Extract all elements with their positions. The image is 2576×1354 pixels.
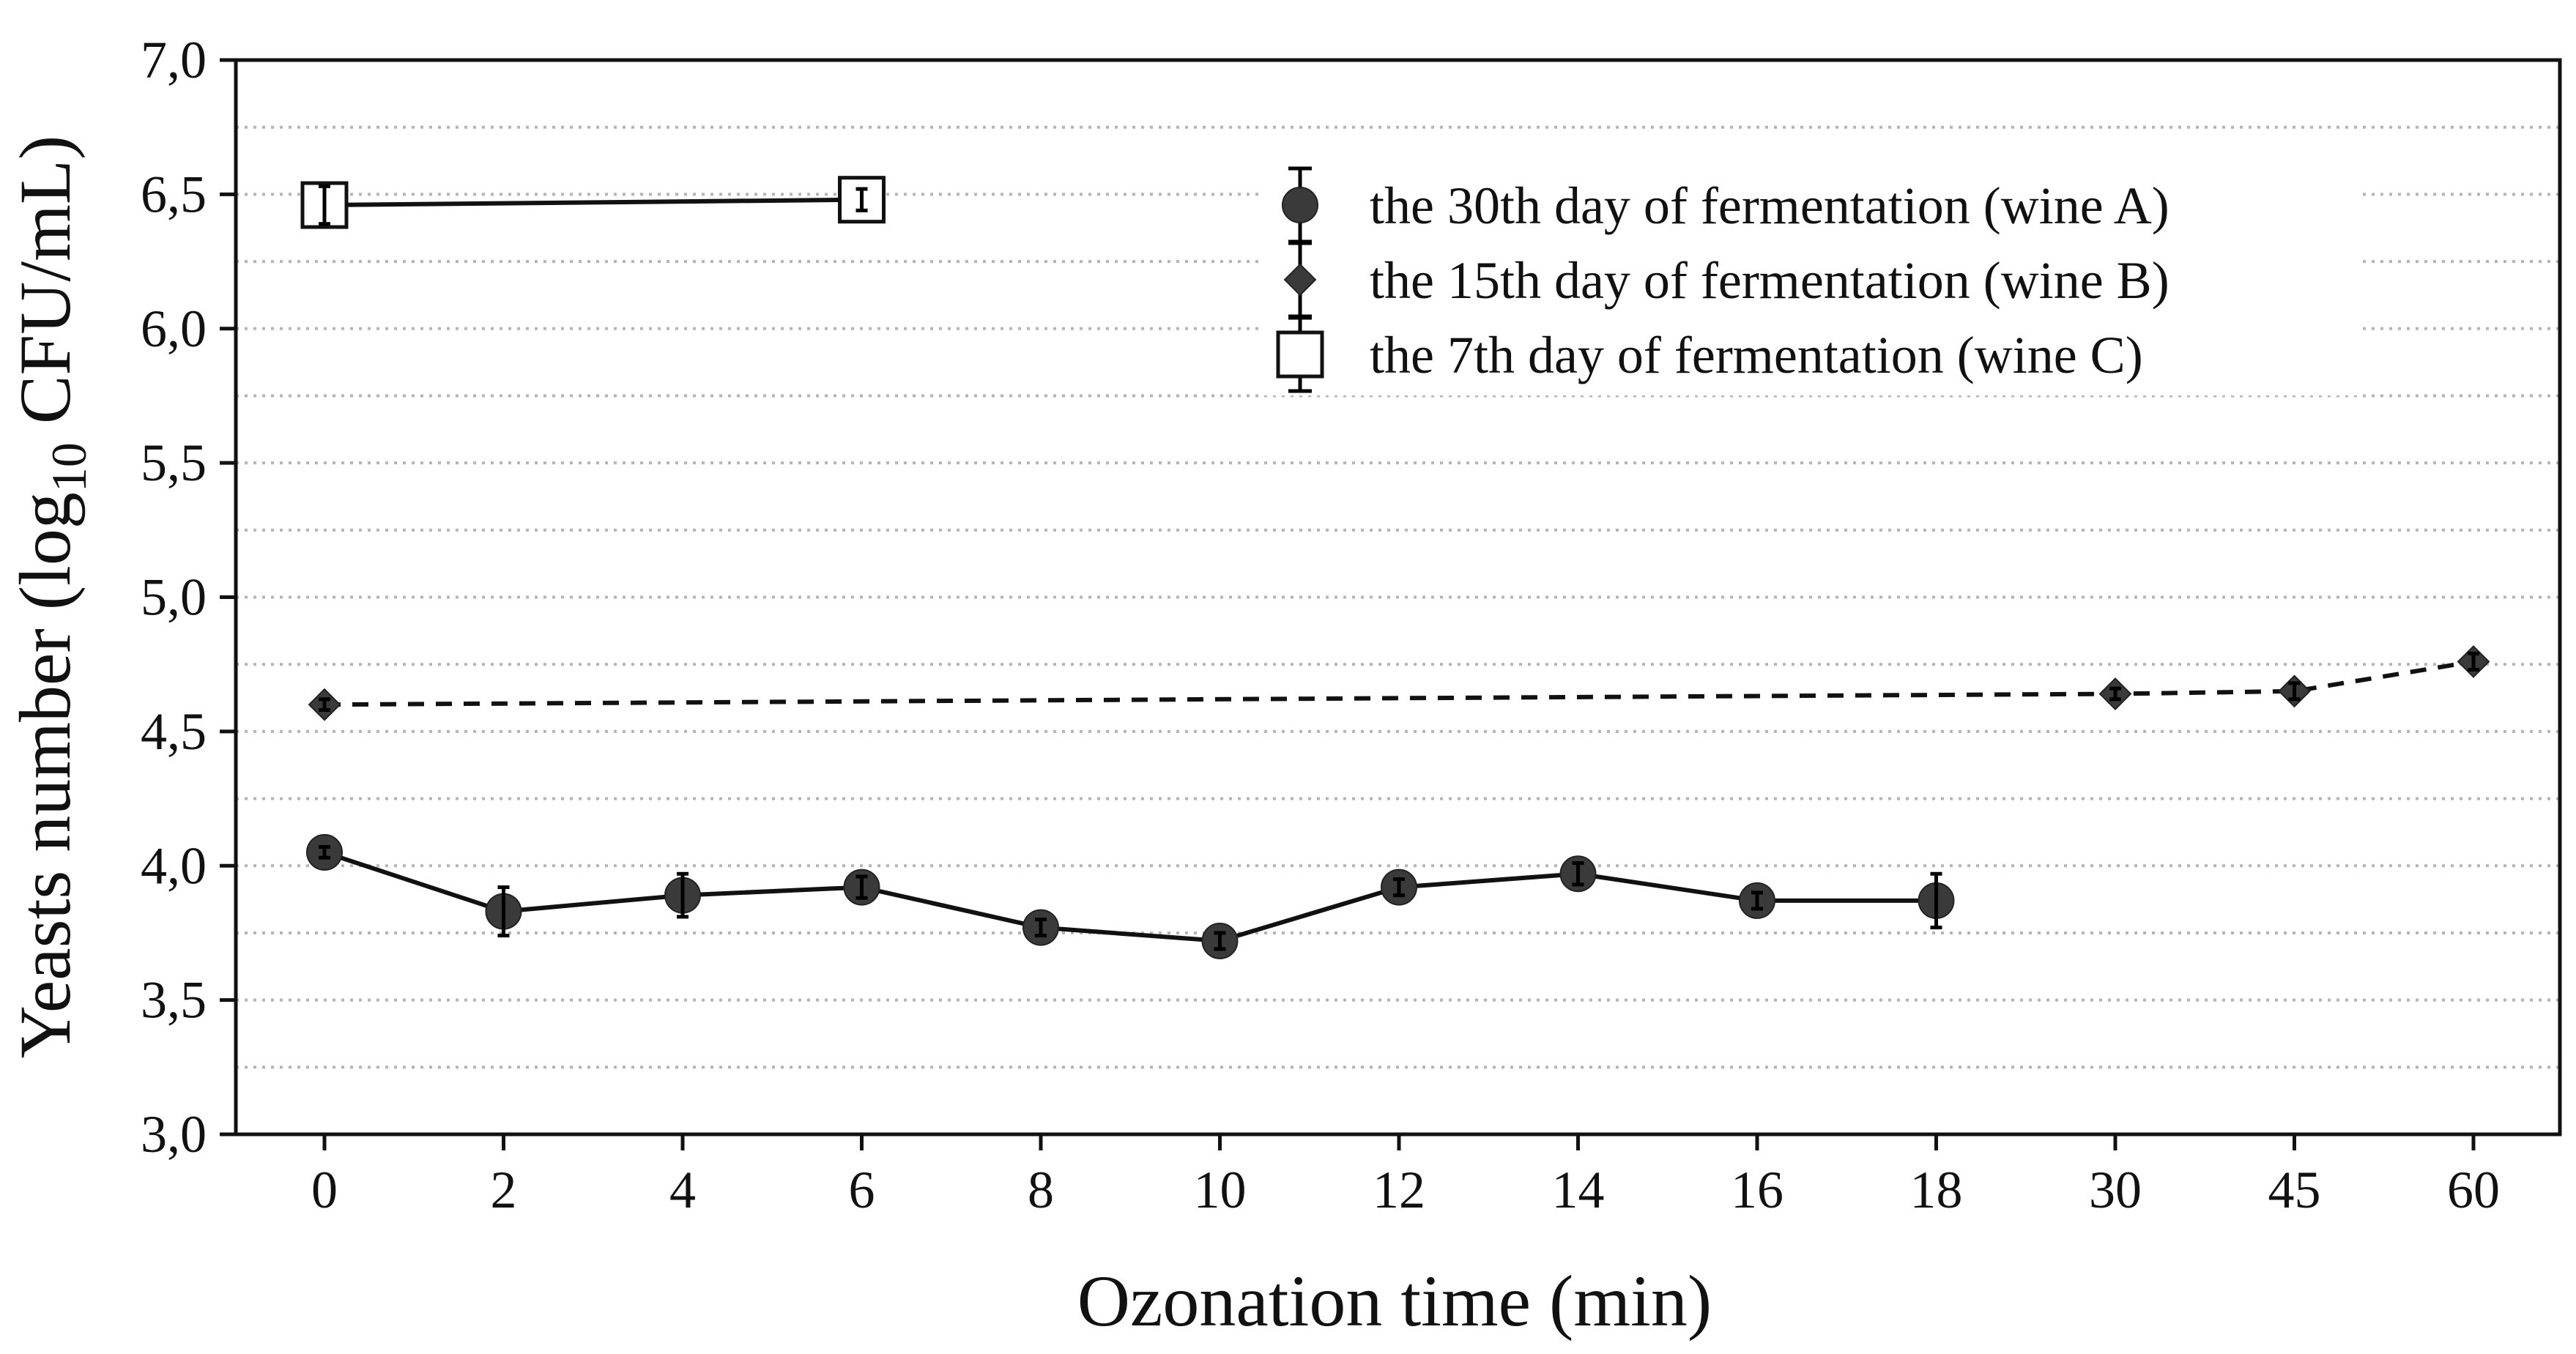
x-tick-label: 16: [1731, 1161, 1783, 1219]
x-tick-label: 45: [2268, 1161, 2321, 1219]
y-axis-title-tail: CFU/mL): [4, 135, 86, 442]
y-axis-title-main: Yeasts number (log: [4, 492, 86, 1058]
legend-marker: [1283, 263, 1317, 297]
legend-background: [1260, 154, 2358, 395]
y-axis-ticks: 3,0 3,5 4,0 4,5 5,0 5,5 6,0 6,5 7,0: [141, 31, 236, 1164]
x-tick-label: 30: [2089, 1161, 2142, 1219]
gridlines: [236, 125, 2560, 1069]
x-tick-label: 0: [311, 1161, 338, 1219]
legend-label: the 7th day of fermentation (wine C): [1370, 326, 2143, 384]
legend-label: the 15th day of fermentation (wine B): [1370, 251, 2169, 310]
x-tick-label: 18: [1910, 1161, 1963, 1219]
legend-label: the 30th day of fermentation (wine A): [1370, 176, 2169, 235]
legend-item: the 7th day of fermentation (wine C): [1276, 316, 2143, 393]
y-tick-label: 5,5: [141, 434, 207, 492]
x-tick-label: 60: [2447, 1161, 2500, 1219]
x-tick-label: 10: [1194, 1161, 1247, 1219]
legend-item: the 30th day of fermentation (wine A): [1282, 166, 2169, 244]
x-tick-label: 14: [1552, 1161, 1605, 1219]
y-axis-title: Yeasts number (log10 CFU/mL): [4, 135, 97, 1059]
x-tick-label: 2: [491, 1161, 517, 1219]
y-tick-label: 3,5: [141, 971, 207, 1030]
legend: the 30th day of fermentation (wine A) the…: [1260, 154, 2358, 395]
x-tick-label: 12: [1373, 1161, 1425, 1219]
series-line: [324, 850, 1937, 943]
x-tick-label: 4: [669, 1161, 696, 1219]
legend-marker: [1282, 187, 1318, 223]
data-series: [300, 176, 2490, 959]
series-3: [300, 176, 886, 229]
y-tick-label: 5,0: [141, 568, 207, 627]
y-tick-label: 4,0: [141, 836, 207, 895]
y-tick-label: 3,0: [141, 1105, 207, 1164]
x-axis-ticks: 0 2 4 6 8 10 12 14 16 18 30 45 60: [311, 1134, 2500, 1219]
y-tick-label: 6,0: [141, 300, 207, 358]
y-tick-label: 4,5: [141, 702, 207, 761]
legend-marker: [1276, 330, 1324, 379]
series-2: [308, 645, 2490, 721]
x-tick-label: 6: [849, 1161, 875, 1219]
series-1: [306, 833, 1955, 959]
legend-item: the 15th day of fermentation (wine B): [1283, 241, 2169, 319]
series-line: [324, 659, 2474, 707]
x-tick-label: 8: [1028, 1161, 1054, 1219]
y-tick-label: 7,0: [141, 31, 207, 89]
x-axis-title: Ozonation time (min): [1077, 1260, 1712, 1342]
y-axis-title-subscript: 10: [41, 442, 97, 492]
plot-frame: [234, 58, 2562, 1137]
y-tick-label: 6,5: [141, 165, 207, 223]
series-line: [324, 197, 862, 208]
